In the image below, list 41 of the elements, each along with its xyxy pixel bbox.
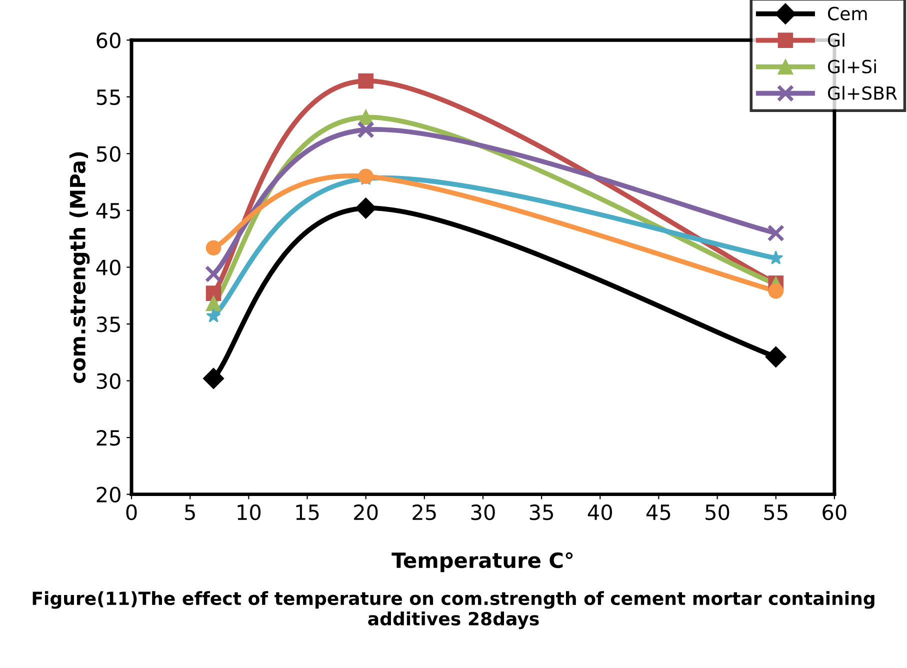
x-tick-label: 50 <box>706 504 730 520</box>
y-tick-label: 35 <box>96 316 120 332</box>
point <box>206 240 222 256</box>
text: Figure(11)The effect of temperature on com.strength of cement mortar containing additives 28days <box>32 591 874 630</box>
point <box>358 73 374 89</box>
x-tick-label: 25 <box>412 504 436 520</box>
point <box>768 283 784 299</box>
y-axis-title: com.strength (MPa) <box>69 152 90 383</box>
x-tick-label: 40 <box>588 504 612 520</box>
x-tick-label: 20 <box>354 504 378 520</box>
point <box>357 121 375 138</box>
point <box>765 346 786 368</box>
y-tick-label: 25 <box>96 430 120 446</box>
x-tick-label: 0 <box>126 504 137 520</box>
x-tick-label: 5 <box>185 504 195 520</box>
x-tick-label: 15 <box>296 504 319 520</box>
x-tick-label: 55 <box>764 504 788 520</box>
y-tick-label: 20 <box>96 486 120 503</box>
y-tick-label: 30 <box>96 373 120 389</box>
y-tick-label: 60 <box>96 32 120 48</box>
point <box>206 308 221 322</box>
x-tick-label: 60 <box>822 504 846 520</box>
legend-label: Cem <box>828 6 867 20</box>
legend-label: Gl+Si <box>828 59 876 74</box>
point <box>206 296 222 312</box>
point <box>204 265 222 283</box>
point <box>206 286 222 301</box>
x-tick-label: 30 <box>471 504 495 520</box>
legend-label: Gl+SBR <box>828 86 897 100</box>
point <box>767 224 785 242</box>
legend-label: Gl <box>828 32 844 47</box>
x-tick-label: 45 <box>646 504 670 520</box>
point <box>355 198 376 219</box>
y-tick-label: 55 <box>96 90 120 106</box>
point <box>203 368 224 390</box>
x-tick-label: 10 <box>238 504 261 520</box>
x-tick-label: 35 <box>530 504 553 520</box>
y-tick-label: 45 <box>96 203 120 219</box>
y-tick-label: 50 <box>96 146 120 162</box>
y-tick-label: 40 <box>96 260 120 276</box>
x-axis-title: Temperature C° <box>392 552 573 572</box>
